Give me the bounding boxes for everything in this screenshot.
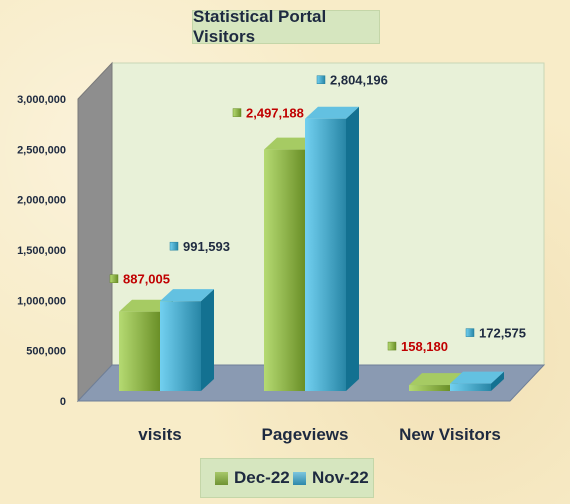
bar-pageviews-nov-22-side (346, 106, 359, 391)
chart-legend: Dec-22 Nov-22 (200, 458, 374, 498)
data-label-new-visitors-dec-22: 158,180 (401, 339, 448, 354)
data-label-pageviews-dec-22: 2,497,188 (246, 106, 304, 121)
chart-title: Statistical Portal Visitors (192, 7, 380, 46)
bar-new-visitors-dec-22 (409, 385, 450, 391)
y-tick-label: 1,000,000 (17, 295, 66, 307)
x-tick-label-visits: visits (138, 425, 181, 444)
bar-visits-nov-22-side (201, 289, 214, 391)
y-tick-label: 0 (60, 396, 66, 408)
legend-item-nov-22: Nov-22 (293, 468, 369, 488)
bar-visits-nov-22-top (160, 289, 214, 302)
legend-swatch-dec-22 (215, 471, 228, 485)
data-label-marker (169, 241, 179, 251)
y-tick-label: 500,000 (26, 346, 66, 358)
x-tick-label-new-visitors: New Visitors (399, 425, 501, 444)
data-label-marker (232, 108, 242, 117)
bar-pageviews-dec-22 (264, 149, 305, 391)
bar-pageviews-nov-22 (305, 118, 346, 391)
bar-pageviews-nov-22-top (305, 106, 359, 119)
legend-swatch-nov-22 (293, 471, 306, 485)
data-label-visits-nov-22: 991,593 (183, 239, 230, 254)
bar-visits-dec-22-top (119, 299, 173, 312)
bar-visits-nov-22 (160, 301, 201, 391)
bar-new-visitors-nov-22-side (491, 371, 504, 391)
data-label-marker (465, 328, 475, 337)
legend-label-dec-22: Dec-22 (234, 468, 290, 487)
bar-new-visitors-nov-22-top (450, 371, 504, 384)
data-label-marker (316, 75, 326, 84)
data-label-marker (109, 274, 119, 283)
legend-label-nov-22: Nov-22 (312, 468, 369, 487)
bar-new-visitors-nov-22 (450, 383, 491, 391)
bar-new-visitors-dec-22-top (409, 373, 463, 386)
y-tick-label: 1,500,000 (17, 245, 66, 257)
data-label-visits-dec-22: 887,005 (123, 272, 170, 287)
legend-item-dec-22: Dec-22 (215, 468, 290, 488)
bar-visits-dec-22 (119, 311, 160, 391)
data-label-new-visitors-nov-22: 172,575 (479, 326, 526, 341)
y-tick-label: 2,500,000 (17, 144, 66, 156)
x-tick-label-pageviews: Pageviews (262, 425, 349, 444)
data-label-marker (387, 341, 397, 351)
y-tick-label: 2,000,000 (17, 195, 66, 207)
y-tick-label: 3,000,000 (17, 94, 66, 106)
side-wall (77, 61, 113, 403)
bar-pageviews-dec-22-top (264, 137, 318, 150)
data-label-pageviews-nov-22: 2,804,196 (330, 73, 388, 88)
